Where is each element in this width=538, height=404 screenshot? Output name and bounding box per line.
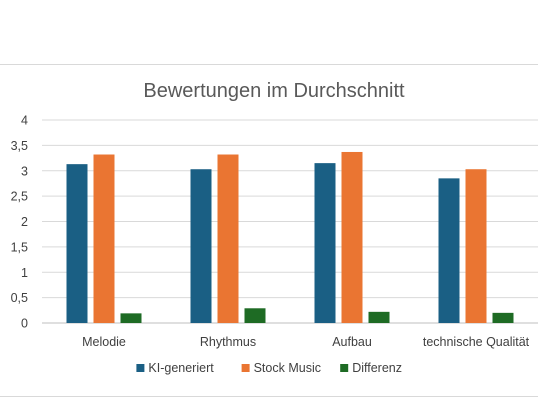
y-tick-label: 2,5 <box>11 190 28 204</box>
chart-frame-bottom-border <box>0 396 538 397</box>
bar-ki-generiert-0 <box>66 164 88 323</box>
bar-ki-generiert-1 <box>190 169 212 323</box>
y-tick-label: 0 <box>21 317 28 331</box>
bar-ki-generiert-3 <box>438 178 460 323</box>
bar-stock-music-2 <box>341 151 363 323</box>
legend-item: Differenz <box>340 361 402 375</box>
gridlines <box>42 119 538 324</box>
legend-item: KI-generiert <box>136 361 214 375</box>
y-tick-label: 3,5 <box>11 139 28 153</box>
bar-stock-music-0 <box>93 154 115 323</box>
legend-label: KI-generiert <box>148 361 214 375</box>
bar-stock-music-3 <box>465 169 487 323</box>
x-tick-label: technische Qualität <box>423 335 530 349</box>
x-axis-labels: Melodie Rhythmus Aufbau technische Qualität <box>82 335 530 349</box>
y-tick-label: 1,5 <box>11 240 28 254</box>
y-tick-label: 2 <box>21 215 28 229</box>
bar-differenz-1 <box>244 308 266 323</box>
legend: KI-generiert Stock Music Differenz <box>136 361 402 375</box>
y-tick-label: 1 <box>21 266 28 280</box>
legend-swatch <box>241 364 250 372</box>
legend-swatch <box>136 364 145 372</box>
bar-differenz-0 <box>120 313 142 323</box>
chart-frame-top-border <box>0 64 538 65</box>
bars <box>66 151 514 323</box>
x-tick-label: Aufbau <box>332 335 372 349</box>
legend-label: Stock Music <box>254 361 321 375</box>
bar-differenz-3 <box>492 312 514 323</box>
y-tick-label: 3 <box>21 164 28 178</box>
legend-label: Differenz <box>352 361 402 375</box>
bar-differenz-2 <box>368 311 390 323</box>
y-tick-label: 4 <box>21 114 28 128</box>
chart-title: Bewertungen im Durchschnitt <box>143 80 405 102</box>
y-tick-label: 0,5 <box>11 291 28 305</box>
bar-stock-music-1 <box>217 154 239 323</box>
x-tick-label: Rhythmus <box>200 335 256 349</box>
legend-swatch <box>340 364 349 372</box>
legend-item: Stock Music <box>241 361 321 375</box>
x-tick-label: Melodie <box>82 335 126 349</box>
y-axis-labels: 0 0,5 1 1,5 2 2,5 3 3,5 4 <box>11 114 28 331</box>
bar-ki-generiert-2 <box>314 163 336 323</box>
